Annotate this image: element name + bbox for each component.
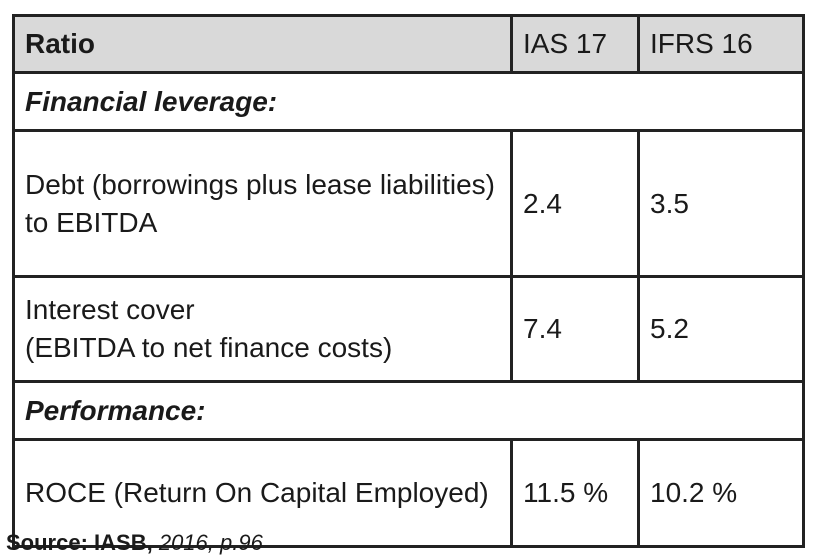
ratio-name: Debt (borrowings plus lease liabilities)… <box>12 129 513 278</box>
ratio-value: 7.4 <box>510 275 640 383</box>
ratio-value: 10.2 % <box>637 438 805 548</box>
ratio-name: ROCE (Return On Capital Employed) <box>12 438 513 548</box>
header-cell: IAS 17 <box>510 14 640 74</box>
header-cell: Ratio <box>12 14 513 74</box>
ratio-value: 2.4 <box>510 129 640 278</box>
source-note: Source: IASB, 2016, p.96 <box>6 531 263 555</box>
data-row: ROCE (Return On Capital Employed) 11.5 % 1… <box>12 438 805 548</box>
section-cell: Financial leverage: <box>12 71 805 132</box>
ratio-table: Ratio IAS 17 IFRS 16 Financial leverage: De… <box>12 14 805 548</box>
table-body: Financial leverage: Debt (borrowings plus… <box>12 71 805 548</box>
ratio-value: 11.5 % <box>510 438 640 548</box>
ratio-value: 3.5 <box>637 129 805 278</box>
header-cell: IFRS 16 <box>637 14 805 74</box>
data-row: Interest cover (EBITDA to net finance co… <box>12 275 805 383</box>
data-row: Debt (borrowings plus lease liabilities)… <box>12 129 805 278</box>
ratio-value: 5.2 <box>637 275 805 383</box>
section-row: Performance: <box>12 380 805 441</box>
ratio-name: Interest cover (EBITDA to net finance co… <box>12 275 513 383</box>
source-reference: 2016, p.96 <box>158 530 263 555</box>
header-row: Ratio IAS 17 IFRS 16 <box>12 14 805 74</box>
section-row: Financial leverage: <box>12 71 805 132</box>
source-label: Source: IASB, <box>6 530 153 555</box>
section-cell: Performance: <box>12 380 805 441</box>
